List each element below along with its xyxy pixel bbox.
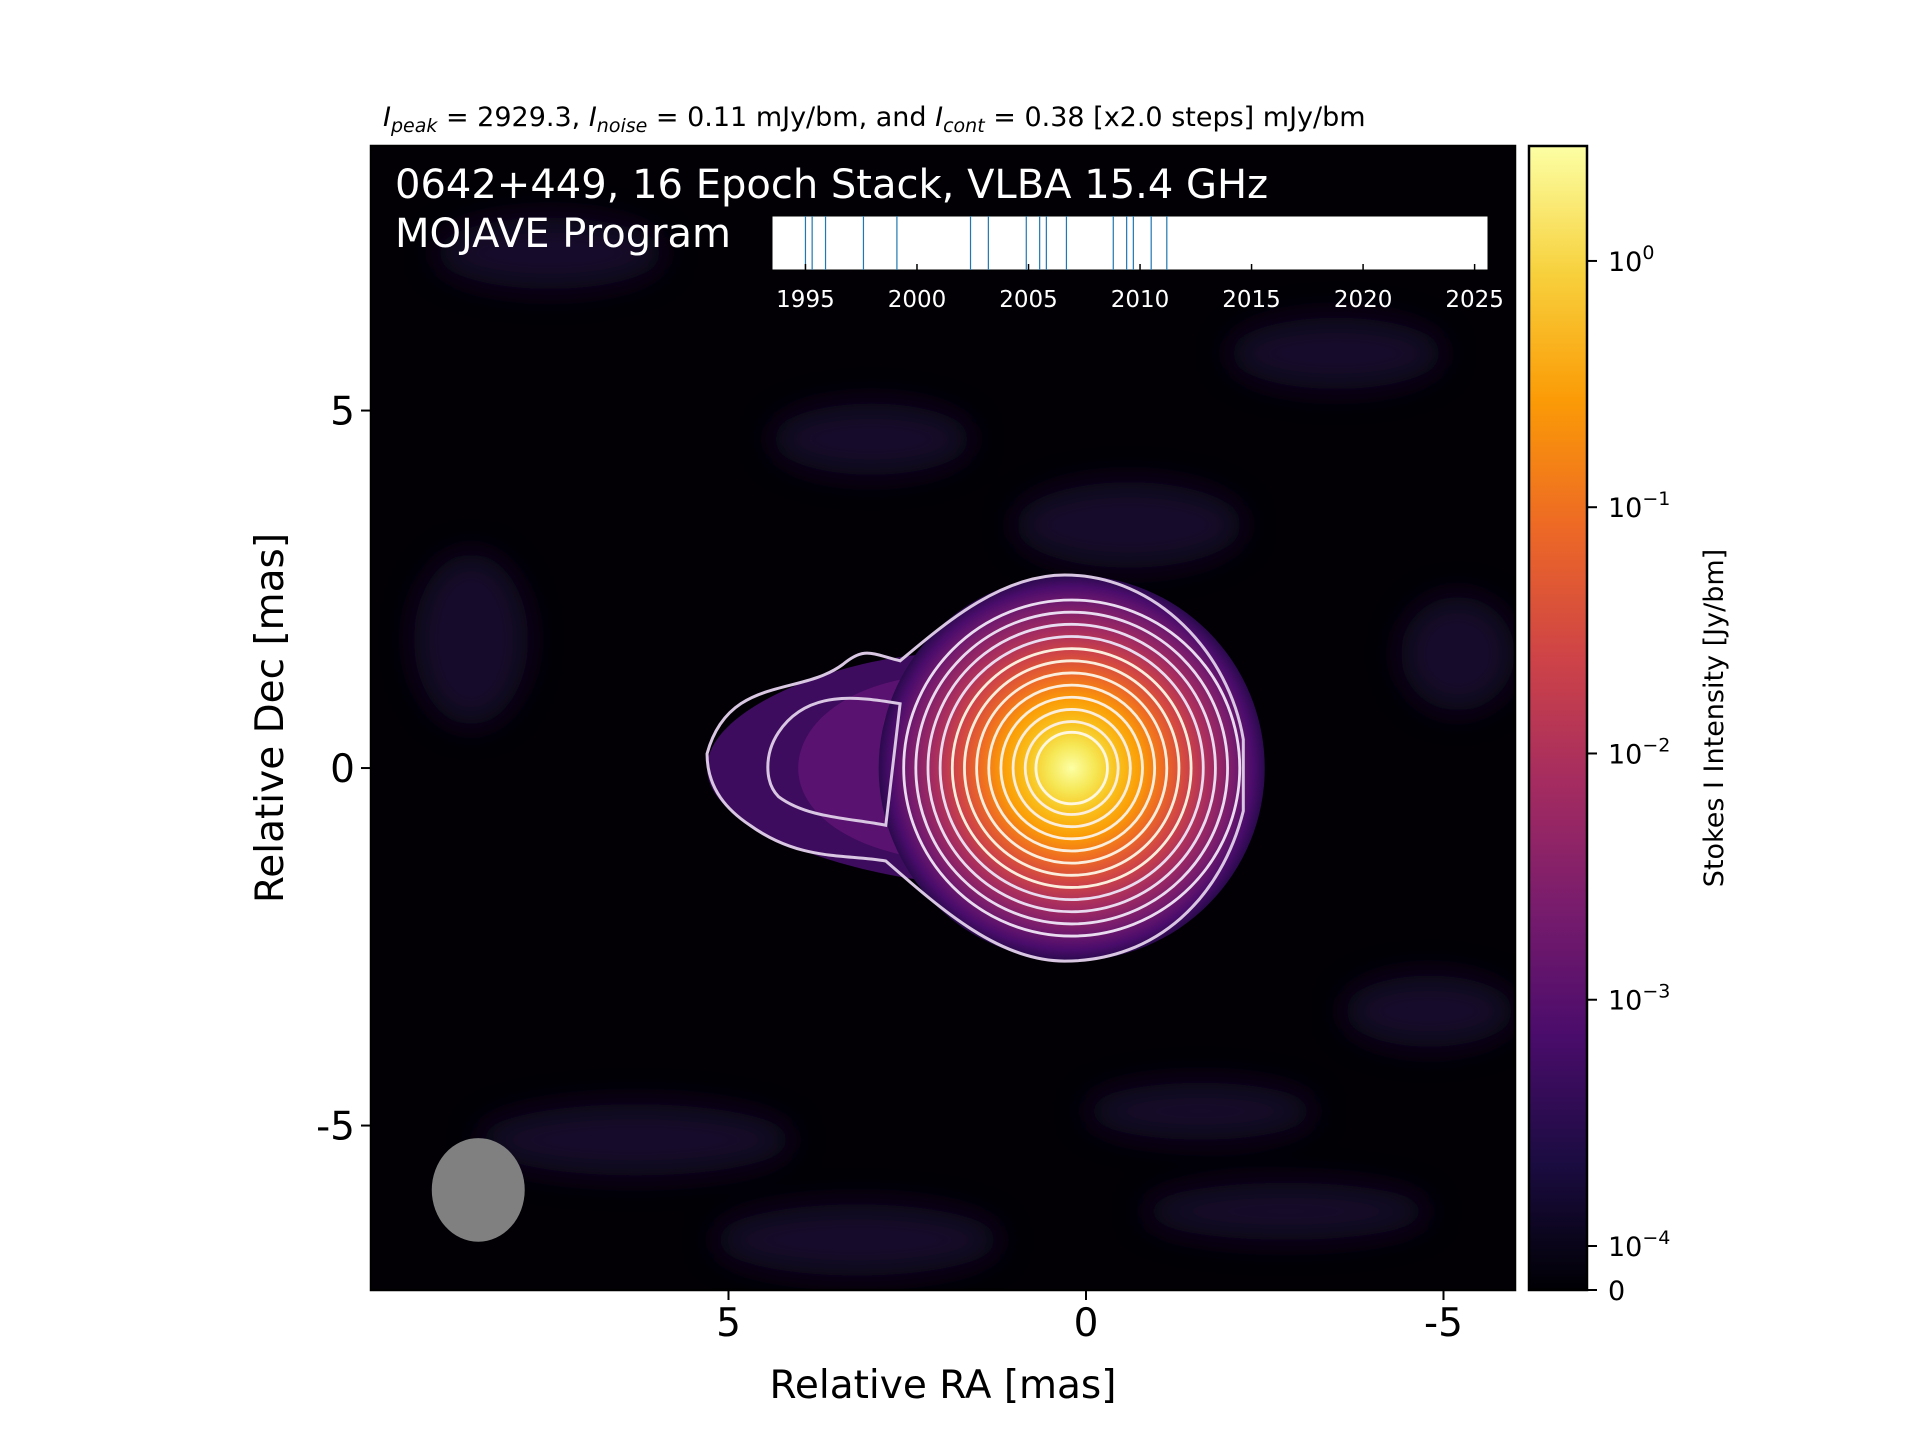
contour-line xyxy=(1023,720,1120,816)
epoch-lines xyxy=(804,216,1168,270)
contour-line xyxy=(926,622,1217,914)
epoch-tick-label: 2000 xyxy=(888,287,947,313)
noise-blob xyxy=(714,1204,1001,1276)
title-part: noise xyxy=(597,115,648,137)
title-part: I xyxy=(383,102,391,133)
noise-blob xyxy=(435,217,665,289)
epoch-tick-label: 2005 xyxy=(999,287,1058,313)
beam-ellipse xyxy=(431,1138,525,1242)
contour-line xyxy=(1011,708,1132,829)
epoch-tick-label: 2015 xyxy=(1222,287,1281,313)
title-part: = 0.38 [x2.0 steps] mJy/bm xyxy=(985,102,1366,133)
title-part: I xyxy=(935,102,943,133)
contour-lines xyxy=(705,573,1245,963)
contour-line xyxy=(987,683,1157,853)
contour-line xyxy=(1034,730,1109,806)
image-panel xyxy=(371,146,1515,1290)
contour-line xyxy=(963,659,1181,877)
contour-line xyxy=(766,696,902,828)
title-part: I xyxy=(589,102,597,133)
colorbar-tick-label: 10−4 xyxy=(1608,1227,1670,1263)
noise-blob xyxy=(1343,975,1515,1047)
epoch-tick-label: 2025 xyxy=(1445,287,1504,313)
colorbar-tick-label: 0 xyxy=(1608,1276,1625,1307)
noise-blob xyxy=(413,553,529,726)
contour-line xyxy=(999,695,1144,841)
colorbar-tick-label: 10−2 xyxy=(1608,734,1670,770)
y-tick-label: 5 xyxy=(330,390,355,435)
chart-title: Ipeak = 2929.3, Inoise = 0.11 mJy/bm, an… xyxy=(383,102,1366,137)
contour-line xyxy=(902,598,1242,938)
contour-line xyxy=(705,573,1245,963)
overlay-program-title: MOJAVE Program xyxy=(395,211,731,257)
x-tick-label: 0 xyxy=(1074,1301,1099,1346)
y-axis-label: Relative Dec [mas] xyxy=(248,533,293,903)
contour-line xyxy=(950,647,1193,889)
epoch-axis-ticks: 1995 2000 2005 2010 2015 2020 2025 xyxy=(776,264,1504,313)
title-part: peak xyxy=(390,115,438,137)
noise-blob xyxy=(478,1104,793,1176)
noise-structure xyxy=(413,217,1515,1276)
noise-blob xyxy=(1400,596,1515,711)
colorbar-ticks: 0 10−4 10−3 10−2 10−1 100 xyxy=(1587,242,1670,1307)
y-tick-label: 0 xyxy=(330,747,355,792)
overlay-source-title: 0642+449, 16 Epoch Stack, VLBA 15.4 GHz xyxy=(395,162,1268,208)
noise-blob xyxy=(1229,317,1444,390)
x-axis-ticks: 5 0 -5 xyxy=(716,1290,1463,1346)
epoch-tick-label: 2010 xyxy=(1111,287,1170,313)
noise-blob xyxy=(1143,1182,1430,1240)
contour-line xyxy=(914,610,1229,926)
y-tick-label: -5 xyxy=(316,1105,355,1150)
noise-blob xyxy=(1014,482,1244,568)
x-axis-label: Relative RA [mas] xyxy=(770,1363,1117,1408)
colorbar-label: Stokes I Intensity [Jy/bm] xyxy=(1699,549,1730,887)
y-axis-ticks: 5 0 -5 xyxy=(316,390,371,1150)
noise-blob xyxy=(1086,1082,1315,1140)
image-frame xyxy=(369,144,1517,1292)
contour-line xyxy=(975,671,1169,865)
colorbar-tick-label: 100 xyxy=(1608,242,1654,278)
noise-blob xyxy=(771,403,972,475)
epoch-timeline: 1995 2000 2005 2010 2015 2020 2025 xyxy=(771,215,1504,313)
title-part: cont xyxy=(943,115,986,137)
colorbar-tick-label: 10−3 xyxy=(1608,981,1670,1017)
colorbar-tick-label: 10−1 xyxy=(1608,488,1670,524)
x-tick-label: -5 xyxy=(1424,1301,1463,1346)
x-tick-label: 5 xyxy=(716,1301,741,1346)
core xyxy=(878,575,1265,962)
epoch-tick-label: 1995 xyxy=(776,287,835,313)
contour-line xyxy=(938,635,1205,902)
title-part: = 0.11 mJy/bm, and xyxy=(647,102,935,133)
colorbar-gradient xyxy=(1527,144,1589,1292)
epoch-timeline-box xyxy=(771,215,1489,271)
title-part: = 2929.3, xyxy=(437,102,588,133)
epoch-tick-label: 2020 xyxy=(1334,287,1393,313)
colorbar: 0 10−4 10−3 10−2 10−1 100 Stokes I Intensity … xyxy=(1527,144,1730,1307)
